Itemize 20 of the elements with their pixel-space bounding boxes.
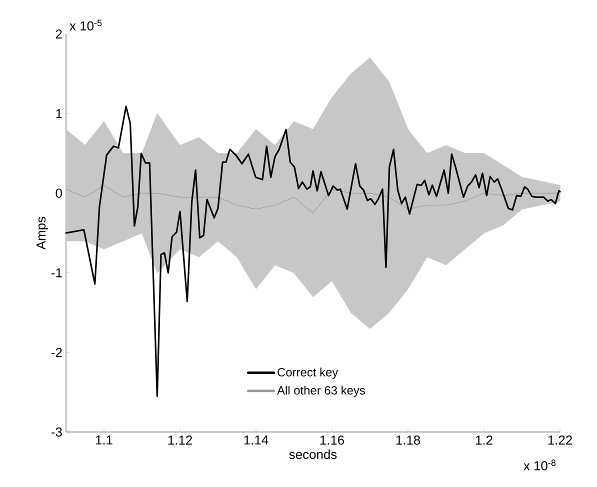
y-tick-label: -1 — [52, 268, 62, 278]
line-series — [65, 106, 561, 397]
y-tick-label: -3 — [52, 427, 62, 437]
x-tick-label: 1.12 — [168, 436, 192, 445]
y-tick-label: 1 — [56, 109, 62, 118]
x-tick-label: 1.18 — [396, 436, 420, 445]
y-axis-title: Amps — [36, 216, 48, 250]
y-tick-label: -2 — [52, 348, 62, 357]
x-tick-label: 1.2 — [476, 436, 492, 445]
legend-label: All other 63 keys — [277, 386, 365, 397]
y-tick-label: 2 — [56, 29, 62, 39]
text: x 10$^{-5}$ — [70, 20, 102, 30]
x-tick-label: 1.16 — [320, 436, 344, 445]
y-tick-label: 0 — [56, 188, 62, 198]
text: x 10$^{-8}$ — [524, 460, 556, 470]
x-tick-label: 1.1 — [96, 436, 112, 444]
legend-label: Correct key — [278, 368, 338, 379]
x-tick-label: 1.22 — [548, 436, 572, 445]
x-axis-title: seconds — [289, 450, 337, 460]
x-tick-label: 1.14 — [244, 436, 268, 444]
